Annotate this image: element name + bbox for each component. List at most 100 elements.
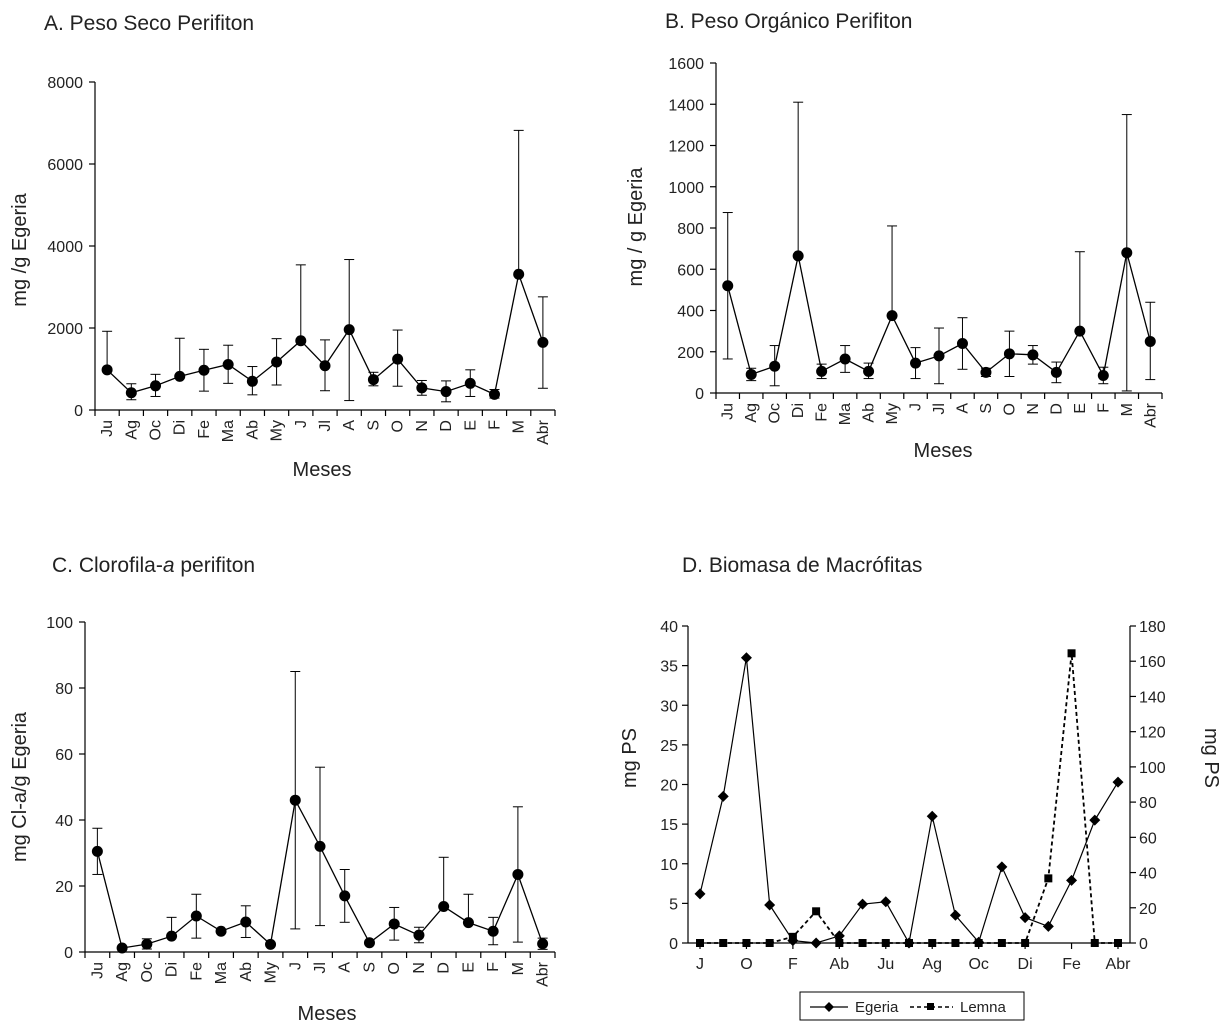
panel-b-y-tick-label: 800 xyxy=(677,221,704,238)
panel-a-x-tick-label: Fe xyxy=(196,420,213,439)
panel-c-x-tick-label: Abr xyxy=(535,961,552,987)
panel-b-x-tick-label: My xyxy=(884,403,901,424)
panel-c-x-tick-label: D xyxy=(436,962,453,974)
panel-a-data-point xyxy=(416,382,428,394)
panel-b-data-point xyxy=(1003,348,1015,360)
panel-d-egeria-point xyxy=(787,935,799,947)
panel-b-data-point xyxy=(1050,366,1062,378)
panel-b-y-tick-label: 0 xyxy=(695,386,704,403)
panel-c-data-point xyxy=(438,900,450,912)
panel-c-x-tick-label: M xyxy=(510,962,527,975)
panel-b-x-tick-label: A xyxy=(954,403,971,414)
panel-c-data-point xyxy=(190,910,202,922)
panel-d-x-tick-label: F xyxy=(788,956,798,973)
panel-c-y-tick-label: 100 xyxy=(46,615,73,632)
panel-d-left-tick-label: 35 xyxy=(660,659,678,676)
panel-d-egeria-point xyxy=(857,898,869,910)
panel-d-left-tick-label: 20 xyxy=(660,778,678,795)
panel-c-x-tick-label: A xyxy=(337,962,354,973)
panel-d-left-tick-label: 10 xyxy=(660,857,678,874)
panel-c-data-point xyxy=(265,938,277,950)
panel-b-data-point xyxy=(1074,325,1086,337)
panel-b-data-point xyxy=(956,338,968,349)
panel-d-lemna-point xyxy=(1114,939,1122,947)
panel-d-right-tick-label: 140 xyxy=(1139,689,1166,706)
panel-d-egeria-point xyxy=(926,810,938,822)
panel-d-lemna-point xyxy=(812,907,821,916)
panel-d-lemna-point xyxy=(1044,874,1053,883)
panel-d-egeria-point xyxy=(1089,814,1101,826)
panel-d-right-tick-label: 80 xyxy=(1139,795,1157,812)
panel-a-data-point xyxy=(271,356,283,368)
legend-lemna-label: Lemna xyxy=(960,999,1007,1016)
panel-b-y-tick-label: 400 xyxy=(677,304,704,321)
panel-a-x-tick-label: O xyxy=(390,420,407,432)
panel-a-y-tick-label: 8000 xyxy=(47,75,83,92)
panel-b-y-tick-label: 1000 xyxy=(668,180,704,197)
panel-a-data-point xyxy=(150,380,162,392)
panel-d-x-tick-label: Ag xyxy=(922,956,942,973)
panel-a-x-tick-label: E xyxy=(462,420,479,431)
panel-c-x-tick-label: My xyxy=(263,962,280,983)
panel-d-left-tick-label: 0 xyxy=(669,936,678,953)
panel-a-x-tick-label: D xyxy=(438,420,455,432)
panel-c-data-point xyxy=(388,918,400,930)
panel-b-x-tick-label: J xyxy=(908,403,925,411)
panel-a-data-point xyxy=(174,370,186,382)
panel-b-data-point xyxy=(1144,335,1156,347)
panel-d-egeria-point xyxy=(694,888,706,900)
panel-d-x-tick-label: J xyxy=(696,956,704,973)
panel-c-title-part1: C. Clorofila- xyxy=(52,554,163,577)
panel-a-x-tick-label: Abr xyxy=(535,419,552,445)
panel-d-right-tick-label: 120 xyxy=(1139,725,1166,742)
panel-c-y-tick-label: 20 xyxy=(55,879,73,896)
panel-c-data-point xyxy=(413,929,425,941)
panel-b-x-tick-label: O xyxy=(1001,403,1018,415)
panel-d-lemna-point xyxy=(742,939,751,947)
panel-c-x-tick-label: Ma xyxy=(213,962,230,984)
panel-a-x-tick-label: N xyxy=(414,420,431,432)
panel-a-x-tick-label: M xyxy=(511,420,528,433)
panel-d-lemna-point xyxy=(765,939,774,947)
panel-b-x-tick-label: Abr xyxy=(1142,402,1159,428)
panel-a-data-point xyxy=(198,364,210,376)
panel-c-data-point xyxy=(339,890,351,902)
panel-a-data-point xyxy=(295,335,307,347)
panel-a-x-tick-label: S xyxy=(365,420,382,431)
panel-c-data-point xyxy=(91,845,103,857)
panel-b-x-tick-label: M xyxy=(1119,403,1136,416)
panel-b-data-point xyxy=(1121,247,1133,259)
panel-d-x-tick-label: Abr xyxy=(1106,956,1132,973)
panel-a-data-point xyxy=(537,336,549,348)
panel-d-left-tick-label: 25 xyxy=(660,738,678,755)
panel-c-clorofila: C. Clorofila-a perifiton mg Cl-a/g Egeri… xyxy=(9,554,556,1022)
panel-a-ylabel: mg /g Egeria xyxy=(9,192,31,306)
panel-b-x-tick-label: Oc xyxy=(767,403,784,423)
panel-d-right-tick-label: 20 xyxy=(1139,901,1157,918)
panel-c-x-tick-label: Di xyxy=(164,962,181,977)
panel-d-egeria-point xyxy=(996,861,1008,873)
panel-a-peso-seco: A. Peso Seco Perifiton mg /g Egeria Mese… xyxy=(9,12,556,481)
panel-b-y-tick-label: 200 xyxy=(677,345,704,362)
panel-c-data-point xyxy=(141,938,153,950)
panel-d-egeria-point xyxy=(833,930,845,942)
panel-d-lemna-point xyxy=(928,939,937,947)
panel-c-title-part3: perifiton xyxy=(175,554,256,577)
panel-d-right-tick-label: 0 xyxy=(1139,936,1148,953)
panel-d-left-tick-label: 5 xyxy=(669,896,678,913)
panel-b-data-point xyxy=(792,250,804,262)
panel-b-x-tick-label: Jl xyxy=(931,403,948,415)
panel-b-x-tick-label: D xyxy=(1048,403,1065,415)
panel-d-egeria-point xyxy=(1066,874,1078,886)
panel-b-x-tick-label: Ma xyxy=(837,403,854,425)
panel-b-data-point xyxy=(886,310,898,322)
panel-c-data-point xyxy=(537,938,549,950)
panel-c-x-tick-label: Ag xyxy=(114,962,131,982)
panel-c-x-tick-label: O xyxy=(386,962,403,974)
panel-a-x-tick-label: Ab xyxy=(244,420,261,440)
panel-a-data-point xyxy=(222,358,234,370)
panel-c-data-point xyxy=(512,868,524,880)
panel-a-x-tick-label: Ju xyxy=(99,420,116,437)
panel-d-right-tick-label: 100 xyxy=(1139,760,1166,777)
panel-b-data-point xyxy=(722,280,734,292)
